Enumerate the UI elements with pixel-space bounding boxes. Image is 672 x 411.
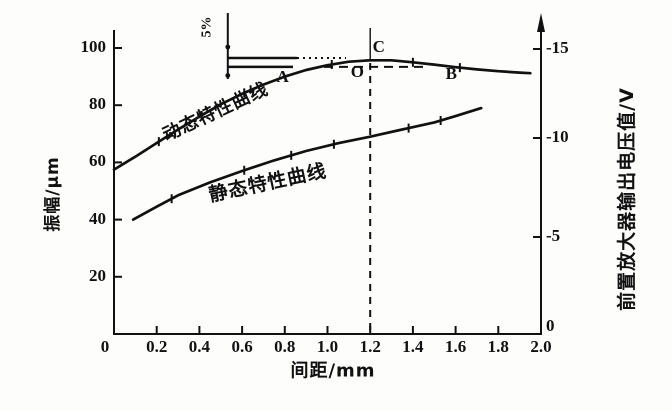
- point-label-a: A: [276, 66, 289, 86]
- x-tick-label: 1.8: [487, 337, 509, 356]
- right-axis-arrow: [537, 13, 545, 32]
- x-tick-label: 0.4: [188, 337, 211, 356]
- y-right-tick-label: 0: [546, 316, 555, 335]
- point-label-b: B: [445, 64, 457, 84]
- x-tick-label: 2.0: [530, 337, 552, 356]
- point-label-c: C: [372, 37, 385, 57]
- y-right-tick-label: -5: [546, 226, 561, 245]
- x-tick-label: 1.2: [359, 337, 381, 356]
- left-axis-title: 振幅/μm: [43, 156, 64, 232]
- curve-static: [131, 106, 483, 221]
- y-left-tick-label: 80: [89, 94, 106, 114]
- y-left-tick-label: 40: [89, 208, 106, 228]
- x-tick-label: 0: [100, 337, 110, 356]
- y-left-tick-label: 20: [89, 265, 106, 285]
- point-label-o: O: [350, 62, 364, 82]
- x-axis-title: 间距/mm: [290, 360, 376, 382]
- five-percent-label: 5%: [199, 16, 215, 38]
- y-left-tick-label: 100: [80, 37, 107, 56]
- y-right-tick-label: -10: [546, 127, 569, 146]
- x-tick-label: 1.6: [444, 337, 467, 356]
- y-left-tick-label: 60: [89, 151, 106, 171]
- x-tick-label: 1.0: [316, 337, 339, 356]
- right-axis-title: 前置放大器输出电压值/V: [616, 87, 639, 311]
- x-tick-label: 0.8: [274, 337, 296, 356]
- five-percent-dot-top: [225, 44, 231, 50]
- five-percent-dot-bottom: [225, 73, 231, 78]
- curve-dynamic: [112, 58, 532, 171]
- x-tick-label: 1.4: [402, 337, 424, 356]
- y-right-tick-label: -15: [546, 38, 569, 57]
- x-tick-label: 0.2: [146, 337, 168, 356]
- x-tick-label: 0.6: [231, 337, 253, 356]
